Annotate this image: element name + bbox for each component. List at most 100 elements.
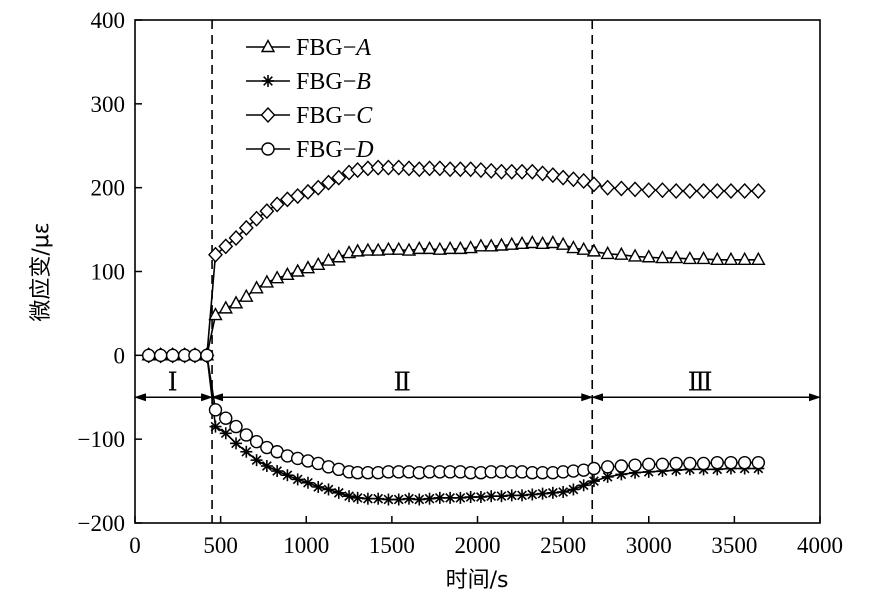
data-point — [249, 280, 264, 294]
data-point — [228, 229, 244, 246]
legend-label-prefix: FBG− — [296, 137, 356, 163]
x-tick-label: 2000 — [455, 533, 501, 558]
data-point — [219, 427, 232, 440]
data-point — [311, 256, 326, 270]
data-point — [524, 163, 540, 180]
data-point — [526, 488, 539, 501]
axis-ticks: 0 500 1000 1500 2000 2500 3000 3500 4000−200−100… — [78, 8, 843, 558]
x-tick-label: 3000 — [626, 533, 672, 558]
data-point — [586, 176, 602, 193]
data-point — [587, 461, 601, 476]
data-point — [505, 489, 518, 502]
data-point — [372, 492, 385, 505]
data-point — [343, 490, 356, 503]
data-point — [153, 348, 168, 363]
x-tick-label: 1500 — [369, 533, 415, 558]
data-point — [310, 179, 326, 196]
data-point — [291, 473, 304, 486]
data-point — [600, 179, 616, 196]
phase-divider-lines — [211, 20, 594, 523]
data-point — [483, 162, 499, 179]
data-point — [696, 250, 711, 265]
data-point — [432, 241, 448, 255]
data-point — [413, 493, 426, 506]
data-point — [229, 419, 243, 434]
x-tick-label: 3500 — [711, 533, 757, 558]
data-point — [710, 251, 725, 265]
data-point — [240, 445, 253, 458]
y-tick-label: 200 — [91, 176, 126, 201]
series-line — [148, 354, 759, 474]
data-point — [262, 75, 274, 87]
data-point — [494, 237, 509, 251]
data-point — [250, 454, 263, 467]
data-point — [495, 490, 508, 503]
legend-label-prefix: FBG− — [296, 35, 356, 61]
data-point — [165, 348, 180, 363]
data-point — [613, 180, 629, 197]
data-point — [737, 182, 753, 200]
plot-frame — [134, 19, 821, 524]
data-point — [433, 491, 446, 504]
data-point — [321, 252, 336, 266]
data-point — [567, 483, 580, 496]
data-point — [751, 455, 766, 470]
data-point — [737, 455, 752, 470]
x-axis-label: 时间/s — [446, 568, 509, 593]
data-point — [361, 492, 374, 505]
data-point — [514, 163, 530, 180]
data-point — [412, 240, 427, 255]
data-point — [382, 493, 395, 506]
data-point — [683, 456, 697, 471]
data-point — [401, 242, 417, 256]
data-point — [627, 181, 643, 198]
data-point — [723, 182, 739, 200]
data-point — [655, 457, 670, 472]
data-point — [751, 251, 766, 265]
data-point — [218, 238, 234, 255]
data-point — [546, 486, 559, 499]
data-point — [360, 242, 376, 256]
data-point — [238, 219, 254, 236]
data-point — [422, 160, 438, 177]
data-point — [655, 250, 670, 264]
data-point — [555, 236, 571, 250]
data-point — [682, 182, 698, 200]
y-tick-label: −200 — [78, 511, 125, 536]
data-point — [464, 491, 477, 504]
data-point — [300, 260, 316, 274]
y-tick-label: 400 — [91, 8, 126, 33]
data-point — [504, 236, 519, 250]
data-point — [141, 348, 156, 363]
data-point — [641, 182, 657, 199]
data-point — [723, 251, 739, 265]
data-point — [600, 460, 615, 474]
data-point — [200, 348, 214, 363]
legend-label-letter: D — [355, 137, 373, 163]
y-tick-label: −100 — [78, 427, 125, 452]
phase-label: Ⅲ — [688, 367, 713, 396]
data-point — [463, 161, 479, 178]
data-point — [463, 240, 478, 254]
data-point — [516, 489, 529, 502]
y-tick-label: 300 — [91, 92, 126, 117]
data-point — [484, 238, 499, 252]
data-point — [218, 300, 233, 314]
legend-label-letter: C — [356, 103, 373, 129]
data-point — [331, 169, 347, 186]
data-point — [600, 245, 615, 260]
legend-item: FBG−D — [246, 137, 374, 163]
phase-label: Ⅱ — [393, 367, 411, 396]
data-point — [473, 162, 489, 179]
data-point — [485, 490, 498, 503]
data-point — [259, 274, 275, 288]
data-point — [290, 263, 305, 277]
legend-item: FBG−C — [246, 103, 373, 129]
legend-item: FBG−B — [246, 69, 371, 95]
data-point — [442, 161, 458, 178]
data-point — [209, 420, 222, 433]
phase-regions: Ⅰ Ⅱ Ⅲ — [134, 367, 821, 402]
data-point — [239, 428, 254, 442]
